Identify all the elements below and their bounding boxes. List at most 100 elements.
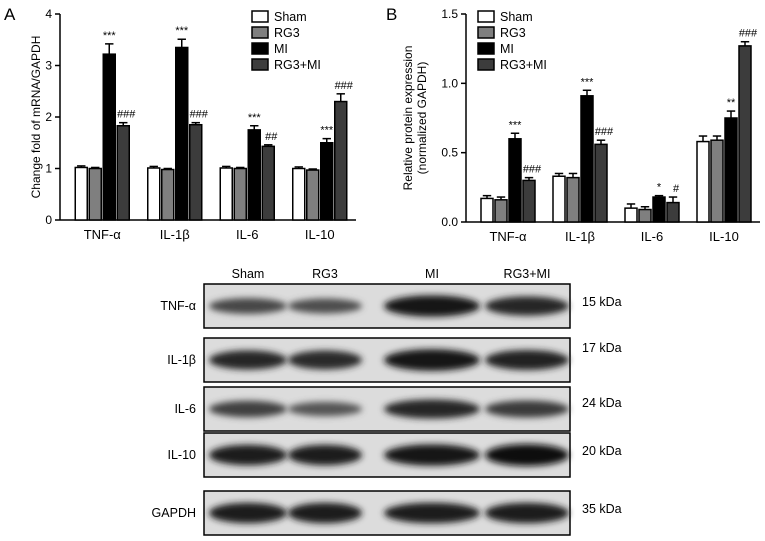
bar [552, 175, 566, 223]
protein-label: IL-1β [167, 353, 196, 367]
bar [724, 117, 738, 223]
legend-label: RG3+MI [274, 58, 321, 72]
blot-band [384, 295, 480, 317]
blot-band [485, 502, 569, 524]
x-tick-label: IL-1β [160, 227, 190, 242]
y-axis-title-line-2: (normalized GAPDH) [415, 62, 429, 175]
molecular-weight-label: 20 kDa [582, 444, 622, 458]
blot-band [485, 296, 569, 316]
protein-label: IL-6 [174, 402, 196, 416]
y-axis-title: Change fold of mRNA/GAPDH [29, 36, 43, 199]
legend-swatch [477, 58, 495, 71]
blot-band [384, 399, 480, 419]
molecular-weight-label: 35 kDa [582, 502, 622, 516]
x-tick-label: IL-6 [641, 229, 663, 244]
y-tick-label: 1.0 [441, 76, 458, 90]
significance-marker: * [657, 182, 662, 194]
panel-a-chart: A 0 1 2 3 4 Change fold of mRNA/GAPDH TNF-α IL-… [4, 5, 356, 242]
blot-band [288, 502, 362, 524]
legend-swatch [251, 42, 269, 55]
bar [161, 168, 175, 221]
bar [189, 123, 203, 221]
molecular-weight-label: 17 kDa [582, 341, 622, 355]
significance-marker: ### [595, 126, 614, 138]
molecular-weight-label: 15 kDa [582, 295, 622, 309]
bar [738, 45, 752, 223]
blot-band [209, 444, 287, 466]
x-tick-label: IL-6 [236, 227, 258, 242]
legend-label: Sham [274, 10, 307, 24]
bar [566, 176, 580, 223]
blot-band [384, 502, 480, 524]
blot-band [288, 444, 362, 466]
bar [219, 167, 233, 221]
lane-label: Sham [232, 267, 265, 281]
legend-swatch [477, 42, 495, 55]
x-tick-label: IL-10 [305, 227, 335, 242]
blot-band [209, 502, 287, 524]
legend-swatch [251, 10, 269, 23]
bar [292, 167, 306, 221]
y-tick-label: 4 [45, 7, 52, 21]
significance-marker: # [673, 183, 680, 195]
bar [74, 166, 88, 221]
panel-a-letter: A [4, 5, 16, 24]
bar [306, 169, 320, 221]
x-tick-label: IL-10 [709, 229, 739, 244]
bar [320, 142, 334, 221]
legend-label: Sham [500, 10, 533, 24]
legend-label: RG3 [274, 26, 300, 40]
protein-label: TNF-α [160, 299, 196, 313]
western-blot: Sham RG3 MI RG3+MI TNF-α 15 kDa IL-1β 17 kDa IL-… [152, 267, 622, 536]
bar [247, 129, 261, 221]
significance-marker: ### [117, 109, 136, 121]
bar [261, 145, 275, 221]
panel-b-letter: B [386, 5, 397, 24]
blot-band [288, 350, 362, 370]
y-tick-label: 2 [45, 110, 52, 124]
significance-marker: ### [190, 109, 209, 121]
bar [696, 140, 710, 223]
protein-label: GAPDH [152, 506, 196, 520]
bar [334, 100, 348, 221]
significance-marker: ** [727, 97, 736, 109]
significance-marker: *** [103, 30, 117, 42]
blot-band [485, 350, 569, 370]
molecular-weight-label: 24 kDa [582, 396, 622, 410]
bar [666, 201, 680, 223]
bar [102, 53, 116, 221]
significance-marker: ## [265, 131, 278, 143]
blot-band [384, 349, 480, 371]
blot-band [485, 400, 569, 418]
y-tick-label: 1 [45, 162, 52, 176]
blot-band [288, 401, 362, 417]
y-tick-label: 1.5 [441, 7, 458, 21]
panel-b-chart: B 0.0 0.5 1.0 1.5 Relative protein expressio… [386, 5, 760, 244]
bar [580, 95, 594, 223]
y-tick-label: 3 [45, 59, 52, 73]
legend-swatch [477, 10, 495, 23]
bar [652, 196, 666, 223]
bar [147, 167, 161, 221]
y-tick-label: 0 [45, 213, 52, 227]
blot-band [209, 350, 287, 370]
bar [116, 125, 130, 221]
lane-label: MI [425, 267, 439, 281]
significance-marker: *** [248, 112, 262, 124]
x-tick-label: TNF-α [84, 227, 122, 242]
blot-band [288, 298, 362, 314]
blot-band [209, 400, 287, 418]
significance-marker: *** [509, 119, 523, 131]
significance-marker: *** [175, 25, 189, 37]
y-tick-label: 0.0 [441, 215, 458, 229]
bar [624, 207, 638, 223]
blot-band [384, 444, 480, 466]
significance-marker: ### [523, 164, 542, 176]
significance-marker: *** [320, 125, 334, 137]
bar [508, 138, 522, 223]
x-tick-label: TNF-α [489, 229, 527, 244]
legend-label: MI [274, 42, 288, 56]
significance-marker: ### [335, 80, 354, 92]
blot-band [209, 298, 287, 314]
